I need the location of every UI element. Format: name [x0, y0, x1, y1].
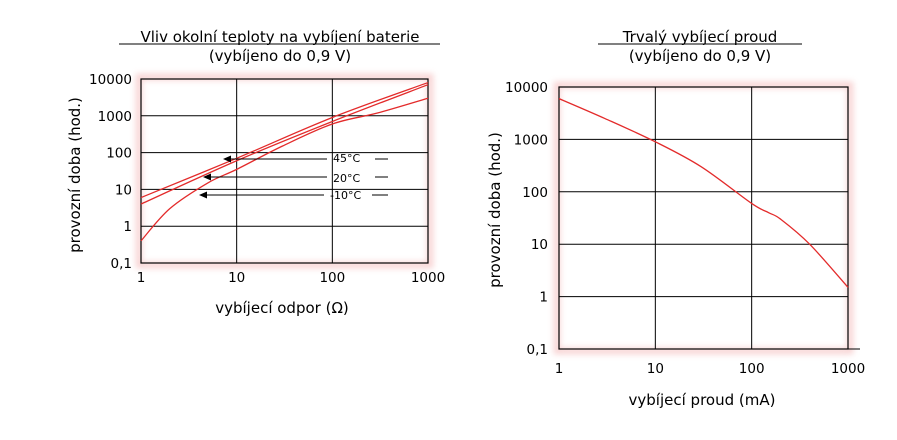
chart1-arrow-head-0 — [223, 155, 231, 163]
chart2-ylabel: provozní doba (hod.) — [486, 132, 504, 288]
chart2-ytick-4: 1000 — [514, 132, 548, 148]
chart2-xtick-3: 1000 — [831, 361, 865, 377]
chart1-series-1 — [140, 84, 429, 205]
chart1-subtitle: (vybíjeno do 0,9 V) — [209, 47, 351, 65]
charts-layer: 1 10 100 1000 0,1 1 10 100 1000 10000 1 10 100 1000 0,… — [89, 72, 865, 377]
chart1-xtick-3: 1000 — [411, 270, 445, 286]
chart1-annotation-45c: 45°C — [333, 152, 360, 165]
chart1-ytick-5: 10000 — [89, 72, 132, 88]
chart1-xtick-2: 100 — [319, 270, 345, 286]
chart2-ytick-1: 1 — [539, 290, 548, 306]
chart1-ytick-2: 10 — [115, 182, 132, 198]
chart2-series-0 — [558, 98, 849, 288]
chart2-title: Trvalý vybíjecí proud — [622, 28, 778, 46]
chart1-ytick-3: 100 — [106, 146, 132, 162]
chart2-ytick-2: 10 — [531, 237, 548, 253]
chart1-xtick-1: 10 — [228, 270, 245, 286]
chart2-xtick-1: 10 — [647, 361, 664, 377]
chart2-xlabel: vybíjecí proud (mA) — [629, 391, 776, 409]
chart1-ytick-4: 1000 — [98, 109, 132, 125]
chart2-ytick-5: 10000 — [505, 80, 548, 96]
chart2-ytick-3: 100 — [522, 185, 548, 201]
chart1-annotation-m10c: -10°C — [330, 189, 361, 202]
chart1-ytick-1: 1 — [123, 219, 132, 235]
chart2-frame-glow — [553, 81, 854, 355]
chart2-plot: 1 10 100 1000 0,1 1 10 100 1000 10000 — [505, 80, 865, 377]
chart1-ytick-0: 0,1 — [111, 256, 132, 272]
chart1-annotation-20c: 20°C — [333, 172, 360, 185]
chart1-arrow-head-1 — [203, 173, 211, 181]
chart1-plot: 1 10 100 1000 0,1 1 10 100 1000 10000 — [89, 72, 445, 286]
chart1-xtick-0: 1 — [137, 270, 146, 286]
chart2-frame — [558, 86, 849, 350]
chart2-ytick-0: 0,1 — [527, 342, 548, 358]
chart2-xtick-2: 100 — [739, 361, 765, 377]
chart1-title: Vliv okolní teploty na vybíjení baterie — [141, 28, 420, 46]
chart1-arrow-head-2 — [199, 191, 207, 199]
chart1-frame-glow — [135, 73, 434, 269]
chart1-frame — [140, 78, 429, 264]
chart1-series-0 — [140, 81, 429, 199]
chart1-ylabel: provozní doba (hod.) — [66, 97, 84, 253]
chart2-subtitle: (vybíjeno do 0,9 V) — [629, 47, 771, 65]
chart2-xtick-0: 1 — [555, 361, 564, 377]
chart1-xlabel: vybíjecí odpor (Ω) — [215, 299, 349, 317]
chart1-series-2 — [140, 97, 429, 242]
